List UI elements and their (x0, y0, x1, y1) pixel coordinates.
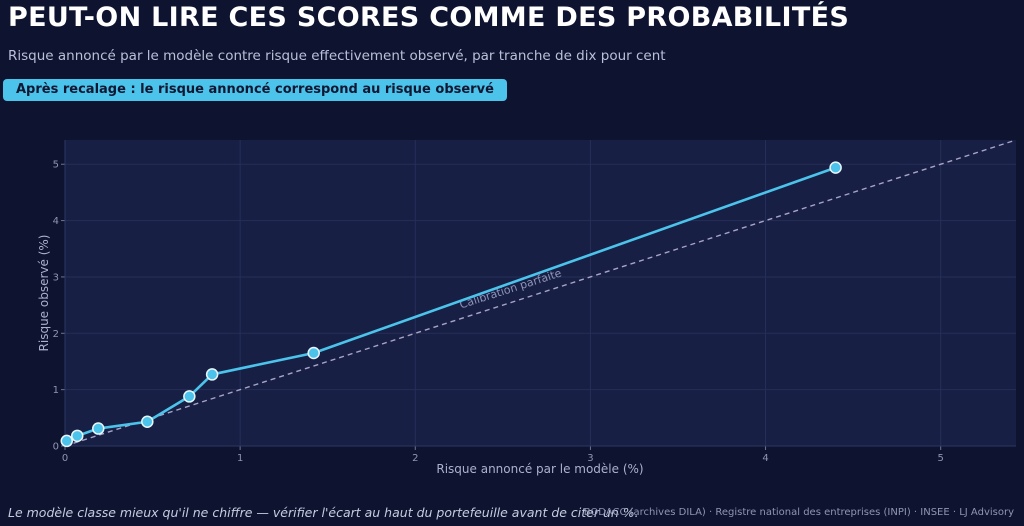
reference-line (64, 139, 1017, 447)
y-tick-label: 3 (53, 272, 59, 283)
data-point (60, 434, 74, 448)
data-point (183, 390, 196, 403)
x-tick-label: 2 (412, 453, 418, 464)
data-point (307, 346, 320, 360)
x-tick-label: 4 (762, 453, 768, 464)
x-tick-label: 3 (587, 453, 593, 464)
chart-subtitle: Risque annoncé par le modèle contre risq… (8, 48, 666, 64)
chart-title: PEUT-ON LIRE CES SCORES COMME DES PROBAB… (8, 2, 850, 33)
grid-lines (65, 140, 1016, 446)
data-point (71, 429, 84, 443)
status-badge: Après recalage : le risque annoncé corre… (3, 79, 507, 101)
y-axis-label: Risque observé (%) (37, 235, 51, 352)
series-group (60, 161, 842, 448)
x-tick-label: 5 (938, 453, 944, 464)
y-tick-label: 5 (53, 160, 59, 171)
x-axis-label: Risque annoncé par le modèle (%) (436, 462, 643, 476)
x-tick-label: 0 (62, 453, 68, 464)
y-tick-label: 1 (53, 385, 59, 396)
x-tick-label: 1 (237, 453, 243, 464)
y-tick-label: 0 (53, 442, 59, 453)
data-point (92, 422, 105, 435)
data-point (829, 161, 842, 174)
axes: 0 1 2 3 4 5 0 1 2 3 4 5 (53, 140, 1016, 464)
footnote: Le modèle classe mieux qu'il ne chiffre … (8, 505, 639, 520)
data-point (205, 368, 219, 381)
y-tick-label: 2 (53, 329, 59, 340)
source-credits: BODACC (archives DILA) · Registre nation… (583, 507, 1014, 518)
data-point (141, 415, 154, 429)
y-tick-label: 4 (53, 216, 59, 227)
